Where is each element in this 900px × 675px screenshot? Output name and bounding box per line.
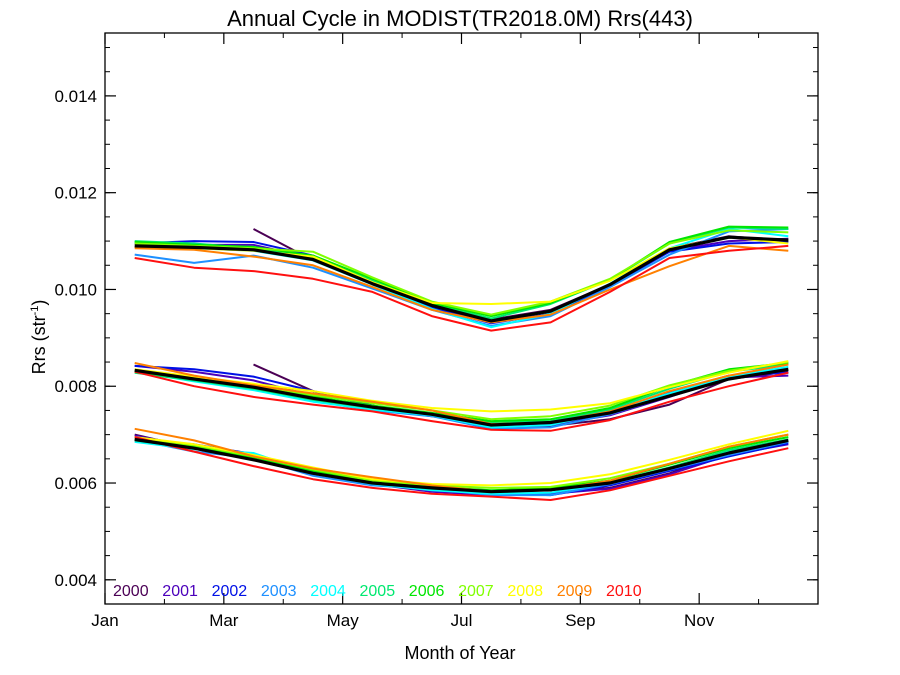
y-tick-label: 0.004: [54, 571, 97, 590]
y-tick-label: 0.010: [54, 280, 97, 299]
x-tick-label: Nov: [684, 611, 715, 630]
legend-item-2007: 2007: [458, 583, 494, 600]
legend-item-2009: 2009: [557, 583, 593, 600]
legend-item-2006: 2006: [409, 583, 445, 600]
y-axis-label-close: ): [29, 300, 49, 306]
series-line-2009: [134, 244, 789, 324]
series-line-2006: [134, 225, 789, 318]
series-line-2010: [134, 244, 789, 332]
legend-item-2010: 2010: [606, 583, 642, 600]
legend: 2000 2001 2002 2003 2004 2005 2006 2007 2008 2009…: [113, 583, 642, 600]
x-tick-label: May: [327, 611, 360, 630]
legend-item-2000: 2000: [113, 583, 149, 600]
series-line-2006: [134, 362, 789, 423]
data-lines: [134, 225, 789, 501]
x-tick-label: Sep: [565, 611, 595, 630]
mean-line: [134, 367, 789, 427]
legend-item-2008: 2008: [507, 583, 543, 600]
legend-item-2002: 2002: [212, 583, 248, 600]
series-line-2004: [134, 365, 789, 429]
series-line-2008: [134, 360, 789, 413]
x-tick-label: Jul: [451, 611, 473, 630]
y-axis-label-superscript: -1: [29, 306, 41, 316]
y-tick-label: 0.012: [54, 184, 97, 203]
mean-line: [134, 437, 789, 494]
series-line-2007: [134, 229, 789, 316]
series-line-2009: [134, 362, 789, 425]
y-axis-label-main: Rrs (str: [29, 315, 49, 374]
series-line-2010: [134, 370, 789, 432]
legend-item-2004: 2004: [310, 583, 346, 600]
legend-item-2005: 2005: [360, 583, 396, 600]
x-axis-label: Month of Year: [404, 643, 515, 663]
series-line-2010: [134, 436, 789, 501]
y-axis-label: Rrs (str-1): [29, 300, 49, 375]
x-tick-label: Jan: [91, 611, 118, 630]
y-tick-label: 0.014: [54, 87, 97, 106]
y-tick-label: 0.008: [54, 377, 97, 396]
mean-line: [134, 235, 789, 323]
legend-item-2003: 2003: [261, 583, 297, 600]
legend-item-2001: 2001: [162, 583, 198, 600]
x-tick-label: Mar: [209, 611, 239, 630]
chart-title: Annual Cycle in MODIST(TR2018.0M) Rrs(44…: [227, 6, 693, 31]
plot-axes: 0.004 0.006 0.008 0.010 0.012 0.014 Jan Mar May J…: [54, 32, 819, 630]
y-tick-label: 0.006: [54, 474, 97, 493]
